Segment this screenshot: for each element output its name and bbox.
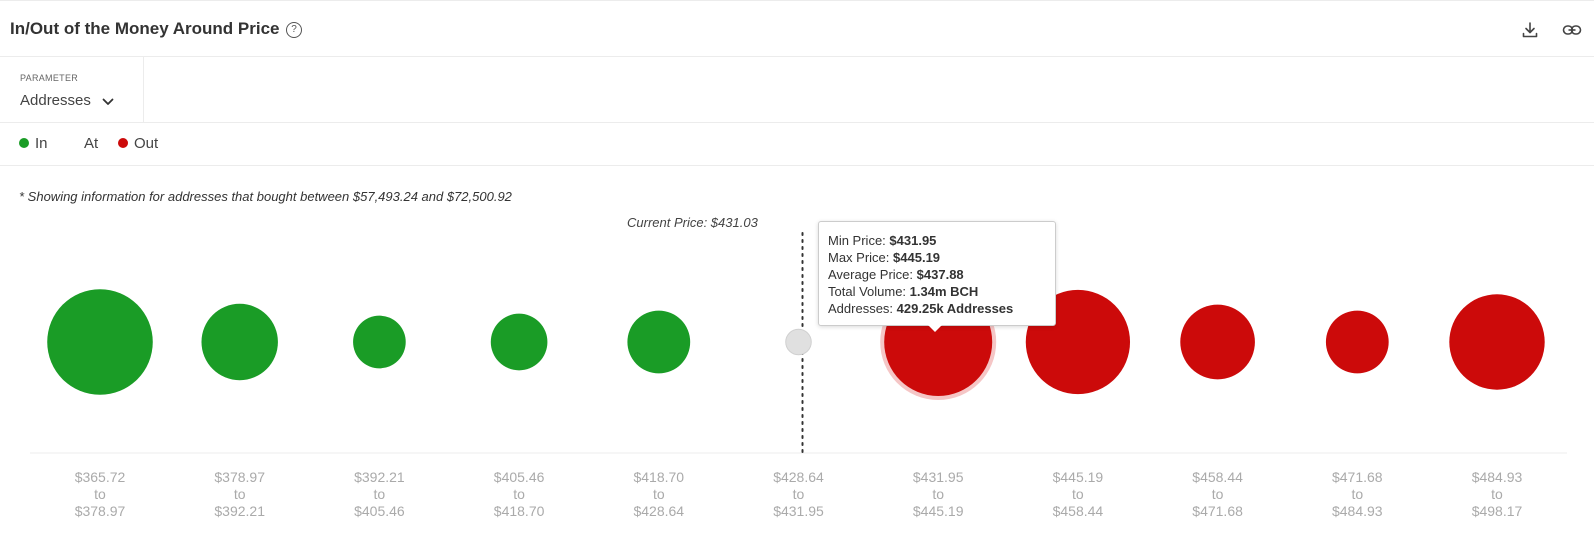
legend-label-in: In: [35, 135, 48, 152]
x-tick-label: $484.93: [1332, 503, 1383, 519]
legend-label-at: At: [84, 135, 99, 152]
legend-item-in[interactable]: In: [19, 135, 48, 152]
tooltip-max-price: Max Price: $445.19: [828, 250, 941, 265]
x-tick-label: $431.95: [913, 469, 964, 485]
current-price-label: Current Price: $431.03: [627, 215, 758, 230]
bubble-in[interactable]: [201, 303, 278, 381]
tooltip-addresses: Addresses: 429.25k Addresses: [828, 301, 1014, 316]
x-tick-label: $418.70: [633, 469, 684, 485]
x-tick-label: $418.70: [494, 503, 545, 519]
parameter-label: PARAMETER: [20, 73, 79, 83]
x-tick-label: to: [932, 486, 944, 502]
help-icon[interactable]: ?: [286, 22, 302, 38]
bubble-out[interactable]: [1449, 294, 1545, 390]
x-tick-label: to: [793, 486, 805, 502]
x-tick-label: $445.19: [1053, 469, 1104, 485]
x-tick-label: $458.44: [1053, 503, 1104, 519]
panel-border: [0, 0, 1594, 1]
x-tick-label: $498.17: [1472, 503, 1523, 519]
tooltip-min-price: Min Price: $431.95: [828, 233, 937, 248]
x-tick-label: $405.46: [494, 469, 545, 485]
chevron-down-icon[interactable]: [102, 98, 114, 106]
tooltip-total-volume: Total Volume: 1.34m BCH: [828, 284, 979, 299]
legend-label-out: Out: [134, 135, 159, 152]
bubble-out[interactable]: [1325, 310, 1389, 374]
x-tick-label: $428.64: [633, 503, 684, 519]
x-tick-label: to: [1491, 486, 1503, 502]
x-tick-label: to: [1072, 486, 1084, 502]
page-title: In/Out of the Money Around Price: [10, 19, 280, 38]
parameter-row: PARAMETER Addresses: [0, 57, 1594, 123]
x-tick-label: to: [653, 486, 665, 502]
x-tick-label: to: [1351, 486, 1363, 502]
x-tick-label: to: [1212, 486, 1224, 502]
x-tick-label: $365.72: [75, 469, 126, 485]
x-tick-label: to: [94, 486, 106, 502]
panel-header: In/Out of the Money Around Price ?: [0, 1, 1594, 57]
bubble-out[interactable]: [1180, 304, 1255, 380]
x-tick-label: to: [513, 486, 525, 502]
download-icon[interactable]: [1520, 20, 1540, 40]
x-tick-label: $378.97: [214, 469, 265, 485]
tooltip-arrow: [928, 325, 942, 332]
legend-item-at[interactable]: At: [84, 135, 98, 152]
x-tick-label: $471.68: [1332, 469, 1383, 485]
x-tick-label: $431.95: [773, 503, 824, 519]
legend-dot-out: [118, 138, 128, 148]
x-tick-label: $405.46: [354, 503, 405, 519]
x-tick-label: $428.64: [773, 469, 824, 485]
bubble-in[interactable]: [490, 313, 548, 371]
bubble-in[interactable]: [353, 315, 406, 369]
x-tick-label: $445.19: [913, 503, 964, 519]
link-icon[interactable]: [1562, 20, 1582, 40]
legend-dot-in: [19, 138, 29, 148]
parameter-dropdown[interactable]: Addresses: [20, 92, 91, 109]
legend-item-out[interactable]: Out: [118, 135, 158, 152]
bubble-in[interactable]: [47, 289, 153, 395]
x-tick-label: $458.44: [1192, 469, 1243, 485]
parameter-selector: PARAMETER Addresses: [0, 57, 144, 122]
tooltip: Min Price: $431.95 Max Price: $445.19 Av…: [818, 221, 1056, 326]
tooltip-average-price: Average Price: $437.88: [828, 267, 964, 282]
x-tick-label: to: [234, 486, 246, 502]
info-note: * Showing information for addresses that…: [19, 189, 512, 204]
x-tick-label: $392.21: [214, 503, 265, 519]
x-tick-label: to: [374, 486, 386, 502]
x-tick-label: $378.97: [75, 503, 126, 519]
x-tick-label: $484.93: [1472, 469, 1523, 485]
x-tick-label: $392.21: [354, 469, 405, 485]
x-tick-label: $471.68: [1192, 503, 1243, 519]
bubble-in[interactable]: [627, 310, 691, 374]
legend: In At Out: [0, 123, 1594, 166]
bubble-at[interactable]: [785, 328, 812, 356]
